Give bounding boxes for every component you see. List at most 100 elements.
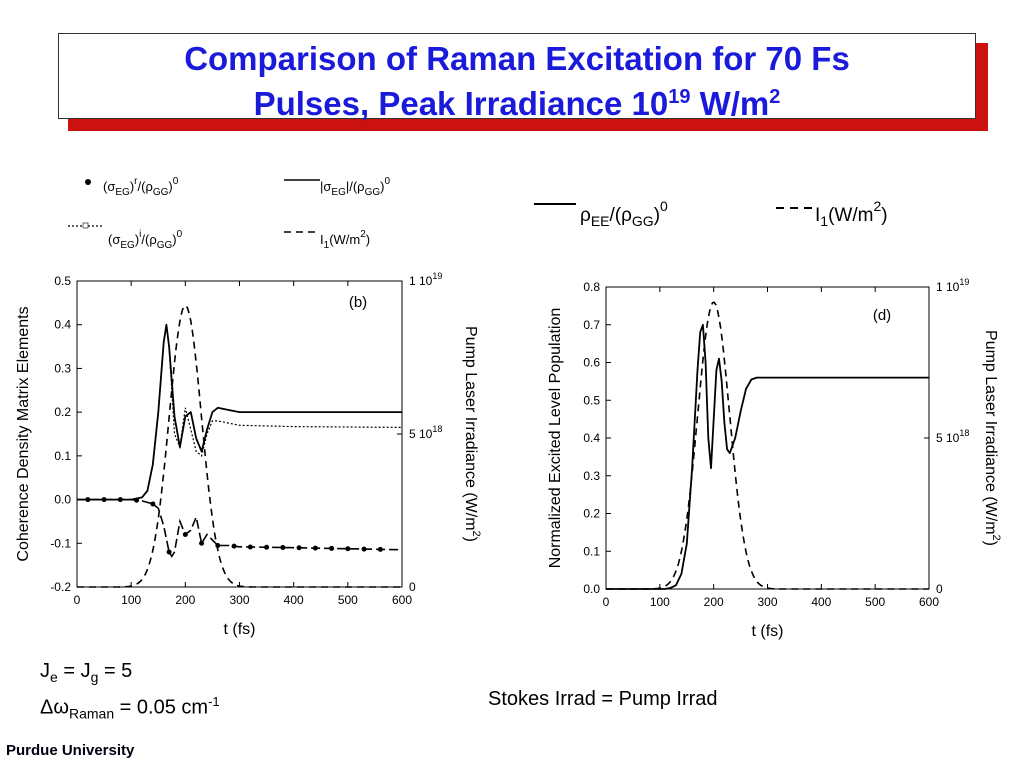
title-line-2-prefix: Pulses, Peak Irradiance 10: [253, 85, 669, 122]
panel-label: (d): [873, 307, 891, 324]
series-marker: [280, 544, 286, 550]
y2-tick-base: 1 10: [409, 274, 433, 288]
x-tick-label: 100: [121, 593, 141, 607]
legend-right-irradiance-label: I1(W/m2): [815, 198, 888, 229]
series-solid: [606, 323, 929, 590]
x-tick-label: 100: [650, 595, 670, 609]
x-axis-title: t (fs): [224, 621, 256, 638]
x-axis-title: t (fs): [752, 623, 784, 640]
y2-title-sup: 2: [990, 535, 1002, 541]
series-marker: [101, 497, 107, 503]
plot-frame: [605, 286, 930, 590]
y-tick-label: 0.2: [583, 507, 600, 521]
series-marker: [231, 543, 237, 549]
y2-title-end: ): [462, 537, 479, 542]
title-line-2: Pulses, Peak Irradiance 1019 W/m2: [59, 78, 975, 123]
y2-tick-base: 1 10: [936, 280, 960, 294]
y2-tick-base: 5 10: [409, 427, 433, 441]
series-dotted: [77, 324, 403, 501]
series-irradiance-dashed: [77, 304, 402, 588]
title-line-2-suffix: W/m: [690, 85, 770, 122]
legend-abs-label: |σEG|/(ρGG)0: [320, 176, 390, 198]
x-tick-label: 500: [865, 595, 885, 609]
y2-tick-base: 0: [936, 582, 943, 596]
series-marker: [134, 497, 140, 503]
x-tick-label: 600: [919, 595, 939, 609]
y-tick-label: 0.1: [583, 544, 600, 558]
y-tick-label: 0.0: [54, 493, 71, 507]
y2-title-end: ): [982, 541, 999, 546]
x-tick-label: 300: [229, 593, 249, 607]
y-tick-label: -0.2: [50, 580, 71, 594]
chart-b: 0 100 200 300 400 500 600 -0.2 -0.1 0.0 0.1 0.2 0.3 0…: [15, 271, 482, 638]
series-marker: [247, 544, 253, 550]
y2-title-sup: 2: [470, 531, 482, 537]
x-tick-label: 600: [392, 593, 412, 607]
series-dot-dash: [77, 498, 403, 558]
y2-tick-exp: 18: [432, 424, 442, 434]
y-tick-label: 0.5: [583, 393, 600, 407]
y2-axis-title: Pump Laser Irradiance (W/m2): [462, 326, 482, 542]
x-tick-label: 0: [74, 593, 81, 607]
y-tick-label: 0.4: [54, 318, 71, 332]
title-exponent: 19: [668, 86, 691, 108]
series-marker: [296, 545, 302, 551]
legend-population-label: ρEE/(ρGG)0: [580, 198, 668, 229]
y-tick-label: 0.5: [54, 274, 71, 288]
y-tick-label: 0.1: [54, 449, 71, 463]
y-axis-title: Normalized Excited Level Population: [547, 308, 564, 569]
y-tick-label: -0.1: [50, 536, 71, 550]
x-tick-label: 500: [338, 593, 358, 607]
y2-tick-label: 5 1018: [409, 424, 442, 441]
plot-frame: [76, 280, 403, 588]
series-marker: [377, 546, 383, 552]
y-tick-label: 0.0: [583, 582, 600, 596]
series-irradiance-dashed: [606, 301, 929, 590]
y2-tick-exp: 19: [432, 271, 442, 281]
legend-marker-dot: [85, 179, 91, 185]
legend-right: ρEE/(ρGG)0 I1(W/m2): [534, 198, 888, 229]
series-marker: [85, 497, 91, 503]
x-tick-label: 200: [175, 593, 195, 607]
legend-irradiance-label: I1(W/m2): [320, 229, 370, 251]
chart-d: 0 100 200 300 400 500 600 0.0 0.1 0.2 0.3 0.4 0.5 0.6…: [547, 277, 1002, 640]
y2-tick-base: 5 10: [936, 431, 960, 445]
y-axis-title: Coherence Density Matrix Elements: [15, 306, 32, 561]
legend-marker-square: [82, 222, 89, 229]
series-marker: [361, 546, 367, 552]
y-tick-label: 0.4: [583, 431, 600, 445]
series-marker: [329, 545, 335, 551]
y2-tick-label: 1 1019: [409, 271, 442, 288]
series-marker: [150, 501, 156, 507]
series-marker: [345, 546, 351, 552]
x-tick-label: 400: [284, 593, 304, 607]
y-tick-label: 0.3: [54, 361, 71, 375]
series-marker: [166, 549, 172, 555]
y2-title-main: Pump Laser Irradiance (W/m: [462, 326, 479, 531]
x-tick-label: 0: [603, 595, 610, 609]
stokes-note: Stokes Irrad = Pump Irrad: [488, 688, 718, 710]
y-tick-label: 0.7: [583, 318, 600, 332]
title-unit-exponent: 2: [769, 86, 781, 108]
series-marker: [264, 544, 270, 550]
y2-tick-exp: 18: [959, 428, 969, 438]
y2-tick-label: 1 1019: [936, 277, 969, 294]
y2-tick-label: 0: [936, 582, 943, 596]
y-tick-label: 0.6: [583, 356, 600, 370]
y2-tick-exp: 19: [959, 277, 969, 287]
j-values-note: Je = Jg = 5: [40, 660, 133, 685]
y2-axis-title: Pump Laser Irradiance (W/m2): [982, 330, 1002, 546]
legend-real-label: (σEG)r/(ρGG)0: [103, 176, 179, 198]
y-tick-label: 0.3: [583, 469, 600, 483]
series-marker: [182, 532, 188, 538]
y2-tick-label: 5 1018: [936, 428, 969, 445]
x-tick-label: 200: [704, 595, 724, 609]
y2-title-main: Pump Laser Irradiance (W/m: [982, 330, 999, 535]
series-marker: [312, 545, 318, 551]
series-marker: [199, 540, 205, 546]
page-title: Comparison of Raman Excitation for 70 Fs…: [58, 33, 976, 122]
panel-label: (b): [349, 294, 367, 311]
x-tick-label: 300: [757, 595, 777, 609]
footer-university: Purdue University: [6, 742, 135, 759]
